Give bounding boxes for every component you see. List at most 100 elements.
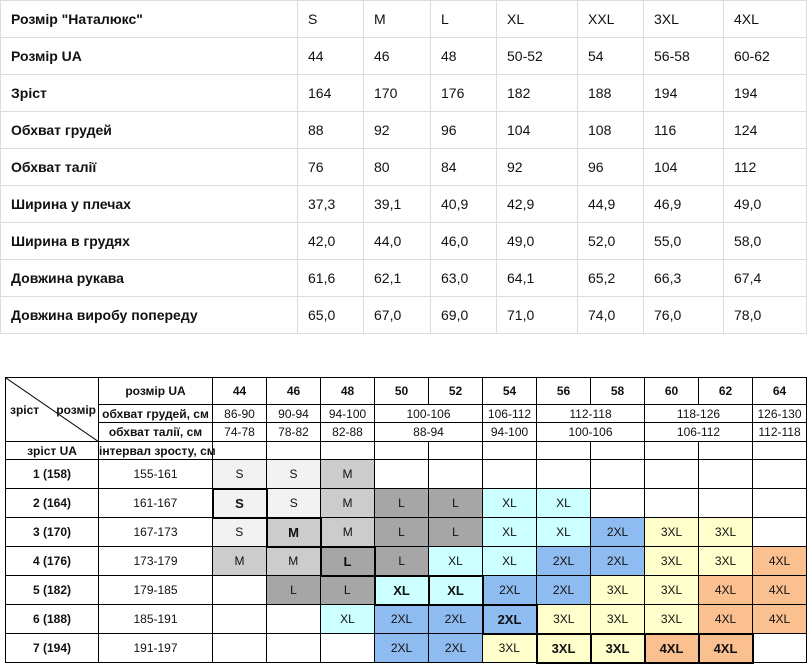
value-cell: 67,4 xyxy=(723,259,807,297)
height-cell: 7 (194) xyxy=(5,633,99,663)
value-cell: 182 xyxy=(496,74,578,112)
size-cell: S xyxy=(212,459,267,489)
grid-row: 2 (164) 161-167 S S M L L XL XL xyxy=(5,487,807,519)
header-row: обхват грудей, см 86-90 90-94 94-100 100-106… xyxy=(6,404,807,423)
value-cell: 55,0 xyxy=(643,222,724,260)
size-cell: XL xyxy=(428,546,483,576)
empty-cell xyxy=(320,633,375,663)
size-cell: 4XL xyxy=(698,604,753,634)
empty-cell xyxy=(590,441,645,460)
header-row: зріст розмір розмір UA 44 46 48 50 52 54 56 58 60 62… xyxy=(5,377,807,442)
value-cell: 63,0 xyxy=(430,259,497,297)
size-cell: 4XL xyxy=(752,604,807,634)
size-header: 48 xyxy=(320,377,375,405)
value-cell: 88 xyxy=(297,111,364,149)
empty-cell xyxy=(698,488,753,518)
size-cell: 3XL xyxy=(698,517,753,547)
value-cell: 56-58 xyxy=(643,37,724,75)
size-header: 64 xyxy=(752,377,807,405)
value-cell: 37,3 xyxy=(297,185,364,223)
value-cell: 54 xyxy=(577,37,644,75)
empty-cell xyxy=(212,441,267,460)
size-cell: 2XL xyxy=(374,633,429,663)
value-cell: 67,0 xyxy=(363,296,431,334)
table-row: Ширина в грудях 42,0 44,0 46,0 49,0 52,0 55,0 5… xyxy=(0,222,807,260)
grid-row: 7 (194) 191-197 2XL 2XL 3XL 3XL 3XL 4XL 4XL xyxy=(5,632,807,664)
waist-range: 82-88 xyxy=(320,422,375,442)
grid-row: 6 (188) 185-191 XL 2XL 2XL 2XL 3XL 3XL 3XL 4XL 4XL xyxy=(5,603,807,635)
empty-cell xyxy=(266,604,321,634)
value-cell: 42,9 xyxy=(496,185,578,223)
interval-cell: 191-197 xyxy=(98,633,213,663)
row-label: Розмір UA xyxy=(0,37,298,75)
chest-range: 100-106 xyxy=(374,404,483,423)
value-cell: 108 xyxy=(577,111,644,149)
size-cell: L xyxy=(319,545,376,577)
value-cell: 61,6 xyxy=(297,259,364,297)
size-header: 50 xyxy=(374,377,429,405)
value-cell: 76,0 xyxy=(643,296,724,334)
empty-cell xyxy=(590,459,645,489)
empty-cell xyxy=(752,488,807,518)
size-cell: 3XL xyxy=(482,633,537,663)
row-label: Зріст xyxy=(0,74,298,112)
size-cell: M xyxy=(265,516,322,548)
size-header: 4XL xyxy=(723,0,807,38)
empty-cell xyxy=(752,459,807,489)
empty-cell xyxy=(536,459,591,489)
value-cell: 44,0 xyxy=(363,222,431,260)
size-cell: XL xyxy=(373,574,430,606)
value-cell: 44 xyxy=(297,37,364,75)
value-cell: 66,3 xyxy=(643,259,724,297)
interval-label: інтервал зросту, см xyxy=(98,441,216,460)
value-cell: 176 xyxy=(430,74,497,112)
value-cell: 44,9 xyxy=(577,185,644,223)
value-cell: 58,0 xyxy=(723,222,807,260)
value-cell: 52,0 xyxy=(577,222,644,260)
size-cell: M xyxy=(320,517,375,547)
value-cell: 46,9 xyxy=(643,185,724,223)
size-cell: XL xyxy=(320,604,375,634)
empty-cell xyxy=(698,441,753,460)
value-cell: 104 xyxy=(643,148,724,186)
size-header: 54 xyxy=(482,377,537,405)
empty-cell xyxy=(752,441,807,460)
interval-cell: 155-161 xyxy=(98,459,213,489)
size-cell: L xyxy=(374,517,429,547)
size-cell: 2XL xyxy=(428,604,483,634)
size-cell: L xyxy=(428,488,483,518)
chest-range: 106-112 xyxy=(482,404,537,423)
size-cell: L xyxy=(374,546,429,576)
chest-range: 86-90 xyxy=(212,404,267,423)
row-label: Довжина виробу попереду xyxy=(0,296,298,334)
table-row: Ширина у плечах 37,3 39,1 40,9 42,9 44,9 46,9 4… xyxy=(0,185,807,223)
height-cell: 5 (182) xyxy=(5,575,99,605)
size-cell: 3XL xyxy=(535,632,592,664)
size-header: 52 xyxy=(428,377,483,405)
size-label: розмір UA xyxy=(98,377,213,405)
size-cell: XL xyxy=(427,574,484,606)
chest-range: 126-130 xyxy=(752,404,807,423)
interval-cell: 179-185 xyxy=(98,575,213,605)
grid-row: 3 (170) 167-173 S M M L L XL XL 2XL 3XL 3XL xyxy=(5,516,807,548)
table-row: Довжина рукава 61,6 62,1 63,0 64,1 65,2 66,3 67… xyxy=(0,259,807,297)
value-cell: 50-52 xyxy=(496,37,578,75)
row-label: Довжина рукава xyxy=(0,259,298,297)
chest-label: обхват грудей, см xyxy=(98,404,213,423)
value-cell: 71,0 xyxy=(496,296,578,334)
value-cell: 40,9 xyxy=(430,185,497,223)
size-header: 58 xyxy=(590,377,645,405)
grid-row: 4 (176) 173-179 M M L L XL XL 2XL 2XL 3XL 3XL 4XL xyxy=(5,545,807,577)
corner-header: Розмір "Наталюкс" xyxy=(0,0,298,38)
waist-range: 112-118 xyxy=(752,422,807,442)
size-cell: S xyxy=(266,459,321,489)
size-cell: S xyxy=(266,488,321,518)
size-cell: 3XL xyxy=(644,517,699,547)
value-cell: 65,0 xyxy=(297,296,364,334)
header-row: зріст UA інтервал зросту, см xyxy=(5,441,807,460)
interval-cell: 185-191 xyxy=(98,604,213,634)
value-cell: 78,0 xyxy=(723,296,807,334)
waist-range: 100-106 xyxy=(536,422,645,442)
value-cell: 62,1 xyxy=(363,259,431,297)
